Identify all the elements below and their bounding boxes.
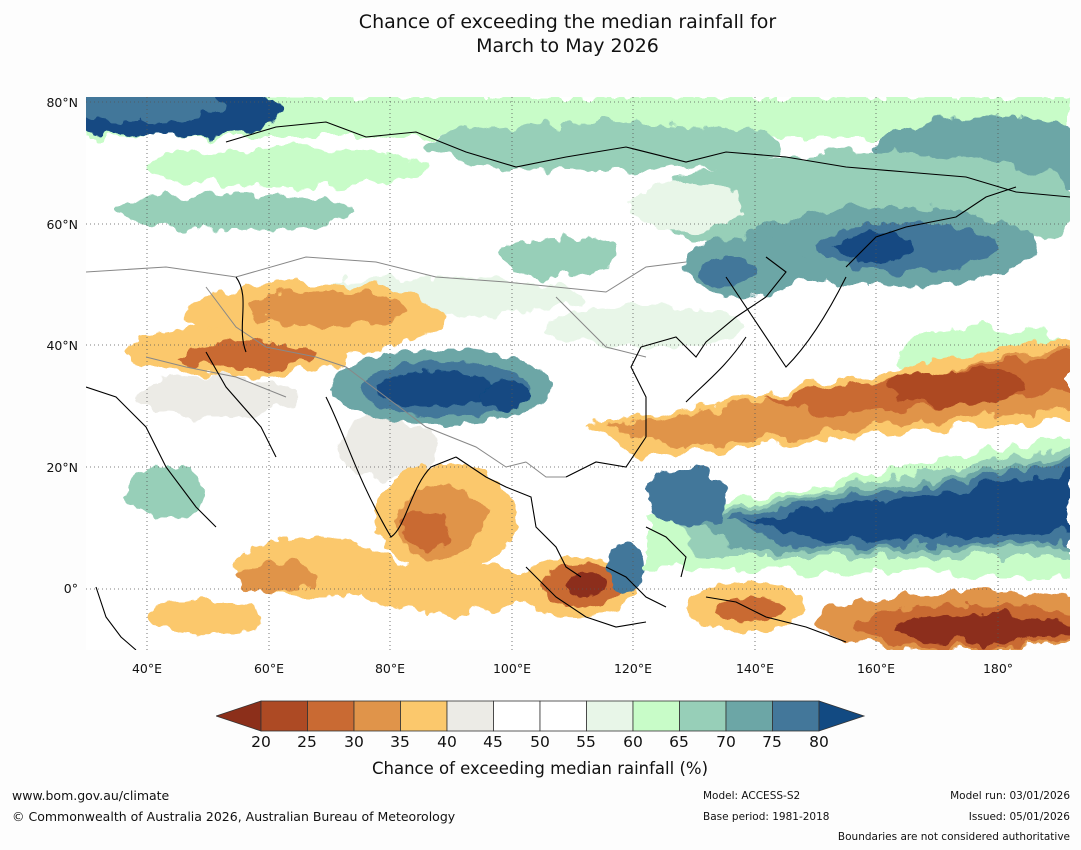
colorbar-tick-35: 35 [390, 733, 410, 751]
chart-title: Chance of exceeding the median rainfall … [0, 10, 1081, 58]
copyright-text: © Commonwealth of Australia 2026, Austra… [12, 809, 456, 824]
colorbar-tick-65: 65 [669, 733, 689, 751]
map-gridlines [86, 97, 1070, 650]
country-boundaries [86, 256, 687, 478]
model-name: Model: ACCESS-S2 [703, 790, 801, 802]
lat-label-60n: 60°N [46, 217, 78, 232]
colorbar [216, 700, 866, 732]
colorbar-tick-25: 25 [297, 733, 317, 751]
boundary-disclaimer: Boundaries are not considered authoritat… [837, 831, 1070, 843]
coastlines [86, 121, 1070, 650]
south-pacific-dry-region [816, 592, 1070, 650]
colorbar-segment-below-20 [216, 700, 262, 732]
colorbar-tick-30: 30 [344, 733, 364, 751]
central-asia-dry-region [126, 282, 446, 477]
colorbar-segment-60-65 [632, 700, 680, 732]
map-canvas [86, 97, 1070, 650]
colorbar-tick-80: 80 [809, 733, 829, 751]
lon-label-140e: 140°E [735, 661, 774, 676]
lon-label-100e: 100°E [492, 661, 531, 676]
colorbar-tick-40: 40 [437, 733, 457, 751]
colorbar-segment-45-50 [493, 700, 541, 732]
colorbar-segment-75-80 [772, 700, 820, 732]
title-line-2: March to May 2026 [476, 35, 659, 57]
colorbar-segment-65-70 [679, 700, 727, 732]
lon-label-40e: 40°E [131, 661, 163, 676]
colorbar-segment-25-30 [307, 700, 355, 732]
tibetan-wet-region [331, 349, 551, 425]
colorbar-tick-60: 60 [623, 733, 643, 751]
lat-label-20n: 20°N [46, 460, 78, 475]
lon-label-120e: 120°E [613, 661, 652, 676]
north-pacific-dry-region [586, 337, 1070, 457]
colorbar-segment-50-55 [539, 700, 587, 732]
colorbar-segment-30-35 [353, 700, 401, 732]
lon-label-80e: 80°E [374, 661, 406, 676]
lat-label-40n: 40°N [46, 338, 78, 353]
issued-date: Issued: 05/01/2026 [968, 811, 1070, 823]
colorbar-tick-70: 70 [716, 733, 736, 751]
colorbar-segment-above-80 [818, 700, 866, 732]
title-line-1: Chance of exceeding the median rainfall … [358, 11, 777, 33]
colorbar-tick-75: 75 [762, 733, 782, 751]
pacific-wet-region [646, 437, 1070, 577]
lon-label-160e: 160°E [856, 661, 895, 676]
colorbar-segment-20-25 [260, 700, 308, 732]
colorbar-segment-55-60 [586, 700, 634, 732]
colorbar-segment-70-75 [725, 700, 773, 732]
website-link[interactable]: www.bom.gov.au/climate [12, 788, 170, 803]
lon-label-60e: 60°E [253, 661, 285, 676]
colorbar-tick-20: 20 [251, 733, 271, 751]
base-period: Base period: 1981-2018 [703, 811, 830, 823]
colorbar-tick-50: 50 [530, 733, 550, 751]
model-run-date: Model run: 03/01/2026 [950, 790, 1070, 802]
colorbar-label: Chance of exceeding median rainfall (%) [371, 759, 709, 778]
lat-label-80n: 80°N [46, 95, 78, 110]
lon-label-180: 180° [982, 661, 1014, 676]
colorbar-segment-35-40 [400, 700, 448, 732]
indian-ocean-dry-region [126, 462, 536, 635]
colorbar-segment-40-45 [446, 700, 494, 732]
colorbar-tick-55: 55 [576, 733, 596, 751]
rainfall-outlook-map [86, 97, 1070, 650]
lat-label-equator: 0° [63, 581, 78, 596]
colorbar-tick-45: 45 [483, 733, 503, 751]
